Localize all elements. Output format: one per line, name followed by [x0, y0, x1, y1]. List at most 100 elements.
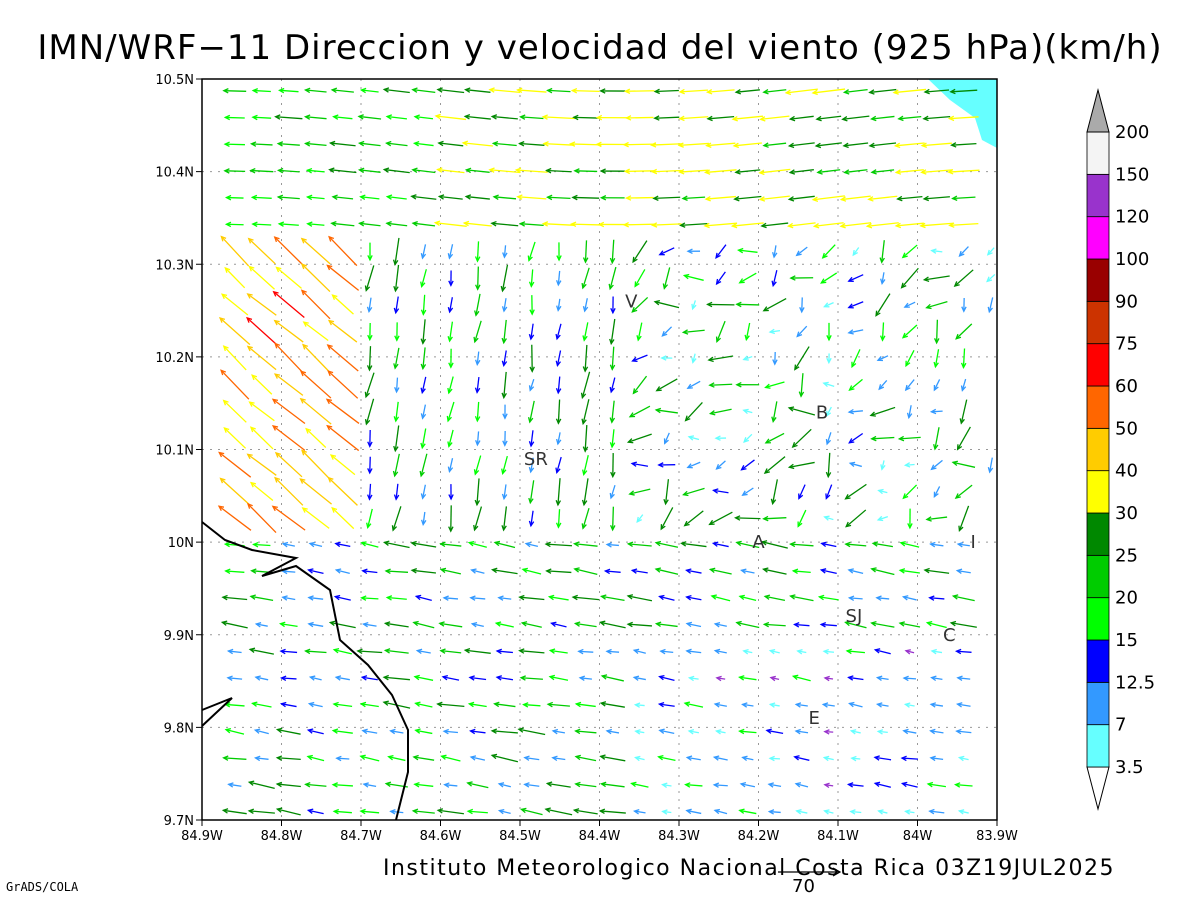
wind-vector — [794, 346, 810, 371]
wind-vector — [811, 88, 846, 96]
wind-vector — [520, 621, 542, 628]
colorbar-segment — [1086, 385, 1110, 429]
wind-vector — [364, 372, 375, 399]
x-tick-label: 84.5W — [499, 829, 541, 844]
map-title: IMN/WRF−11 Direccion y velocidad del vie… — [37, 28, 1163, 68]
colorbar-label: 200 — [1115, 122, 1149, 143]
wind-vector — [488, 167, 521, 174]
wind-vector — [904, 649, 915, 655]
wind-vector — [796, 649, 807, 655]
wind-vector — [760, 540, 788, 549]
wind-vector — [654, 621, 678, 628]
wind-vector — [357, 140, 381, 147]
wind-vector — [922, 115, 951, 122]
wind-vector — [414, 594, 432, 601]
wind-vector — [303, 87, 327, 94]
wind-vector — [867, 195, 898, 202]
wind-vector — [574, 728, 597, 735]
wind-vector — [411, 808, 435, 815]
wind-vectors — [217, 87, 996, 816]
wind-vector — [275, 727, 301, 735]
wind-vector — [738, 675, 757, 681]
wind-vector — [326, 264, 360, 291]
wind-vector — [572, 541, 598, 547]
wind-vector — [300, 289, 331, 320]
wind-vector — [933, 427, 940, 451]
wind-vector — [359, 808, 380, 815]
wind-vector — [599, 88, 626, 94]
wind-vector — [224, 568, 245, 575]
wind-vector — [934, 319, 940, 345]
wind-vector — [823, 782, 834, 789]
wind-vector — [741, 702, 754, 708]
wind-vector — [769, 675, 780, 682]
wind-vector — [687, 675, 699, 682]
wind-vector — [364, 398, 375, 426]
map-frame — [201, 78, 998, 821]
wind-vector — [434, 113, 467, 121]
wind-vector — [626, 621, 653, 628]
wind-vector — [714, 729, 726, 735]
wind-vector — [326, 344, 359, 372]
wind-vector — [474, 376, 481, 394]
wind-vector — [470, 622, 484, 628]
wind-vector — [708, 408, 732, 416]
wind-vector — [771, 401, 778, 423]
wind-vector — [332, 114, 353, 120]
wind-vector — [224, 266, 246, 289]
wind-vector — [470, 568, 485, 574]
wind-vector — [546, 701, 570, 708]
wind-vector — [437, 194, 463, 200]
wind-vector — [419, 453, 428, 478]
wind-vector — [497, 782, 512, 788]
wind-vector — [956, 541, 970, 548]
wind-vector — [624, 195, 654, 201]
wind-vector — [555, 376, 562, 395]
wind-vector — [249, 167, 274, 174]
wind-vector — [469, 728, 486, 735]
wind-vector — [227, 782, 242, 788]
wind-vector — [705, 142, 736, 149]
wind-vector — [221, 594, 248, 601]
wind-vector — [798, 373, 805, 398]
wind-vector — [411, 220, 436, 227]
wind-vector — [469, 595, 486, 601]
wind-vector — [276, 141, 300, 147]
software-credit: GrADS/COLA — [6, 880, 79, 894]
wind-vector — [275, 807, 301, 816]
wind-vector — [839, 222, 872, 229]
wind-vector — [334, 568, 350, 574]
wind-vector — [279, 648, 298, 655]
wind-vector — [433, 220, 467, 227]
wind-vector — [281, 541, 295, 548]
wind-vector — [253, 728, 269, 735]
colorbar-segment — [1086, 470, 1110, 514]
wind-vector — [687, 729, 700, 735]
wind-vector — [382, 674, 410, 681]
colorbar-label: 90 — [1115, 291, 1138, 312]
colorbar-label: 40 — [1115, 461, 1138, 482]
wind-vector — [384, 568, 409, 575]
wind-vector — [791, 568, 811, 575]
wind-vector — [548, 648, 568, 654]
wind-vector — [762, 567, 787, 575]
wind-vector — [415, 648, 431, 655]
wind-vector — [660, 355, 673, 361]
wind-vector — [843, 169, 868, 175]
wind-vector — [447, 297, 454, 314]
wind-vector — [447, 321, 454, 343]
wind-vector — [955, 728, 972, 735]
wind-vector — [490, 114, 518, 120]
wind-vector — [712, 488, 729, 494]
colorbar-label: 100 — [1115, 249, 1149, 270]
wind-vector — [789, 275, 814, 281]
city-label: B — [816, 402, 828, 423]
wind-vector — [360, 675, 378, 681]
wind-vector — [382, 540, 410, 549]
wind-vector — [742, 355, 753, 361]
wind-vector — [580, 371, 591, 400]
wind-vector — [845, 648, 865, 655]
wind-vector — [956, 426, 971, 451]
wind-vector — [822, 648, 835, 655]
wind-vector — [947, 115, 979, 122]
